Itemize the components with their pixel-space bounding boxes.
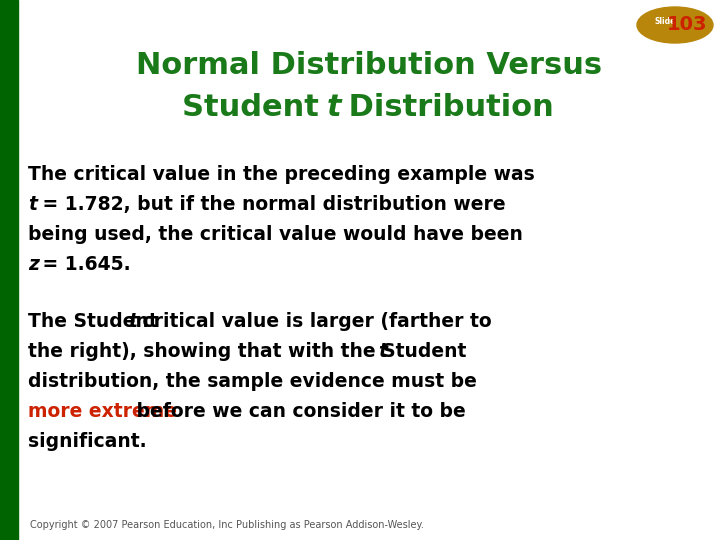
Text: = 1.782, but if the normal distribution were: = 1.782, but if the normal distribution … — [36, 195, 505, 214]
Text: = 1.645.: = 1.645. — [36, 255, 130, 274]
Text: Normal Distribution Versus: Normal Distribution Versus — [136, 51, 602, 79]
Text: z: z — [28, 255, 39, 274]
Text: 103: 103 — [667, 16, 707, 35]
Text: Distribution: Distribution — [338, 93, 554, 123]
Text: Copyright © 2007 Pearson Education, Inc Publishing as Pearson Addison-Wesley.: Copyright © 2007 Pearson Education, Inc … — [30, 520, 424, 530]
Bar — [0, 0, 18, 540]
Text: the right), showing that with the Student: the right), showing that with the Studen… — [28, 342, 473, 361]
Text: t: t — [327, 93, 341, 123]
Text: t: t — [28, 195, 37, 214]
Text: t: t — [128, 312, 137, 331]
Text: The critical value in the preceding example was: The critical value in the preceding exam… — [28, 165, 535, 184]
Text: t: t — [378, 342, 387, 361]
Text: before we can consider it to be: before we can consider it to be — [130, 402, 466, 421]
Text: significant.: significant. — [28, 432, 147, 451]
Text: being used, the critical value would have been: being used, the critical value would hav… — [28, 225, 523, 244]
Ellipse shape — [637, 7, 713, 43]
Text: Student: Student — [182, 93, 330, 123]
Text: distribution, the sample evidence must be: distribution, the sample evidence must b… — [28, 372, 477, 391]
Text: more extreme: more extreme — [28, 402, 177, 421]
Text: critical value is larger (farther to: critical value is larger (farther to — [136, 312, 492, 331]
Text: Slide: Slide — [654, 17, 675, 26]
Text: Student  t  Distribution: Student t Distribution — [174, 93, 564, 123]
Text: The Student: The Student — [28, 312, 164, 331]
